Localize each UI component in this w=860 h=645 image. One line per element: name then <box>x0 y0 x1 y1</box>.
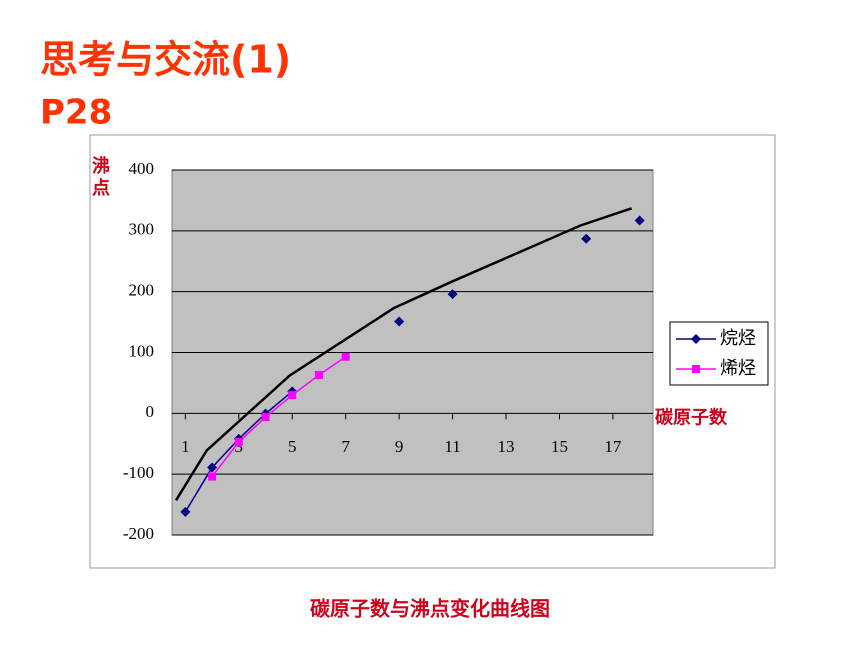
legend-marker <box>692 365 700 373</box>
chart-caption: 碳原子数与沸点变化曲线图 <box>310 597 550 621</box>
x-tick-label: 9 <box>395 437 404 456</box>
data-point <box>234 437 243 446</box>
x-tick-label: 11 <box>444 437 460 456</box>
data-point <box>447 289 458 300</box>
x-tick-label: 15 <box>551 437 568 456</box>
data-point <box>261 413 270 422</box>
data-point <box>394 316 405 327</box>
x-tick-label: 13 <box>498 437 515 456</box>
legend-label: 烯烃 <box>720 358 756 379</box>
y-tick-label: 0 <box>146 402 155 421</box>
data-point <box>207 462 218 473</box>
legend-label: 烷烃 <box>720 328 756 349</box>
x-tick-label: 7 <box>341 437 350 456</box>
y-axis-label-char: 沸 <box>92 155 110 177</box>
y-tick-label: -200 <box>123 524 154 543</box>
y-tick-label: -100 <box>123 463 154 482</box>
data-point <box>314 371 323 380</box>
y-axis-label: 沸点 <box>92 155 110 199</box>
data-point <box>180 506 191 517</box>
data-point <box>634 215 645 226</box>
slide-subtitle: P28 <box>40 93 112 133</box>
x-tick-label: 1 <box>181 437 190 456</box>
slide-title: 思考与交流(1) <box>40 38 291 82</box>
y-tick-label: 300 <box>129 220 155 239</box>
legend <box>669 321 769 386</box>
data-point <box>208 472 217 481</box>
x-tick-label: 5 <box>288 437 297 456</box>
x-tick-label: 3 <box>235 437 244 456</box>
series-line <box>174 207 633 501</box>
y-tick-label: 200 <box>129 281 155 300</box>
x-tick-label: 17 <box>604 437 622 456</box>
y-tick-label: 400 <box>129 159 155 178</box>
series-line <box>211 356 347 478</box>
legend-marker <box>691 334 701 344</box>
y-axis-label-char: 点 <box>92 177 110 199</box>
x-axis-label: 碳原子数 <box>655 406 728 428</box>
y-tick-label: 100 <box>129 341 155 360</box>
data-point <box>288 391 297 400</box>
data-point <box>581 233 592 244</box>
data-point <box>341 352 350 361</box>
